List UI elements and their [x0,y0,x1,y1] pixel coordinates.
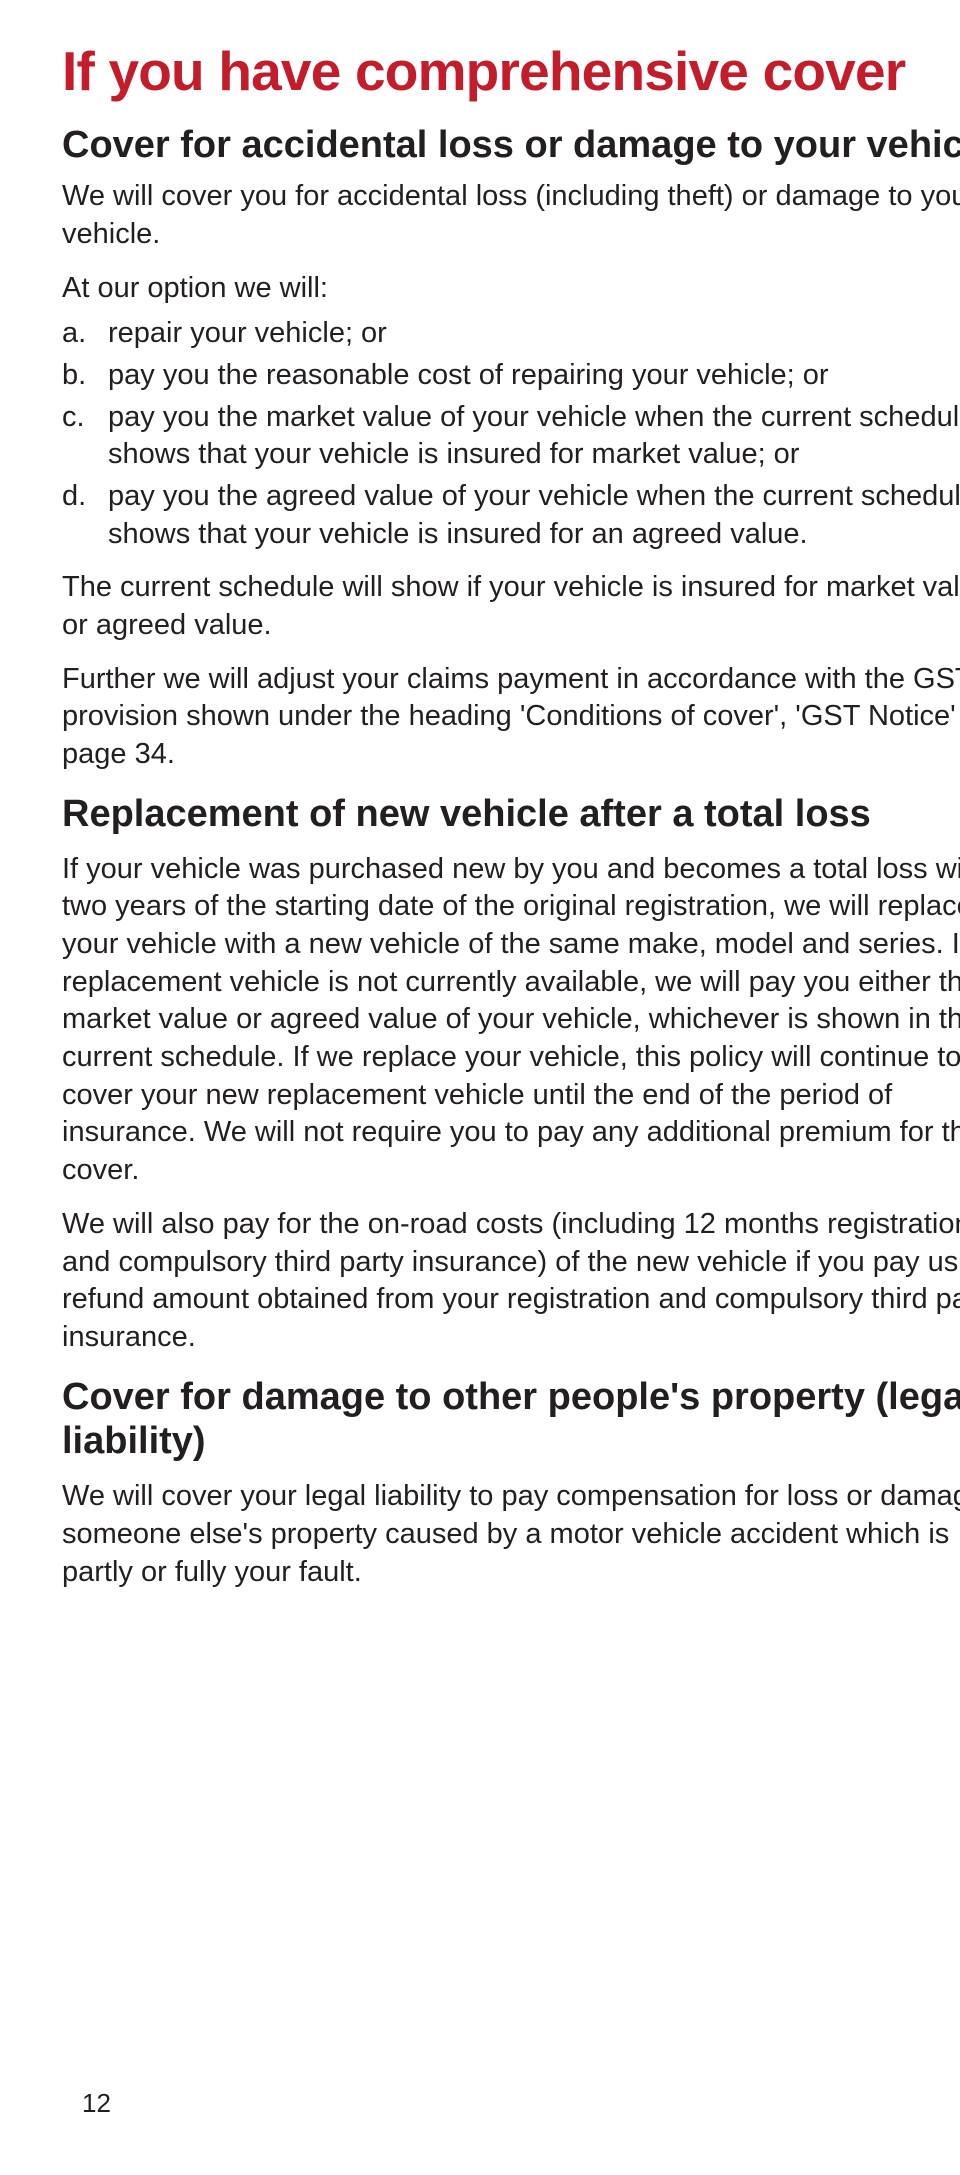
list-item: c. pay you the market value of your vehi… [62,399,960,474]
body-paragraph: Further we will adjust your claims payme… [62,661,960,774]
list-marker: d. [62,478,86,516]
body-paragraph: At our option we will: [62,270,960,308]
page-number: 12 [82,2088,111,2119]
list-marker: b. [62,357,86,395]
list-marker: c. [62,399,85,437]
section-heading-cover-accidental: Cover for accidental loss or damage to y… [62,123,960,168]
list-text: pay you the reasonable cost of repairing… [108,359,829,391]
option-list: a. repair your vehicle; or b. pay you th… [62,315,960,553]
list-item: d. pay you the agreed value of your vehi… [62,478,960,553]
list-marker: a. [62,315,86,353]
body-paragraph: We will cover your legal liability to pa… [62,1478,960,1591]
body-paragraph: We will also pay for the on-road costs (… [62,1206,960,1357]
section-heading-legal-liability: Cover for damage to other people's prope… [62,1375,960,1465]
body-paragraph: The current schedule will show if your v… [62,569,960,644]
list-item: a. repair your vehicle; or [62,315,960,353]
page-heading: If you have comprehensive cover [62,42,960,101]
body-paragraph: We will cover you for accidental loss (i… [62,178,960,253]
list-text: repair your vehicle; or [108,317,387,349]
list-text: pay you the agreed value of your vehicle… [108,480,960,550]
body-paragraph: If your vehicle was purchased new by you… [62,851,960,1190]
list-text: pay you the market value of your vehicle… [108,401,960,471]
list-item: b. pay you the reasonable cost of repair… [62,357,960,395]
section-heading-replacement: Replacement of new vehicle after a total… [62,792,960,837]
